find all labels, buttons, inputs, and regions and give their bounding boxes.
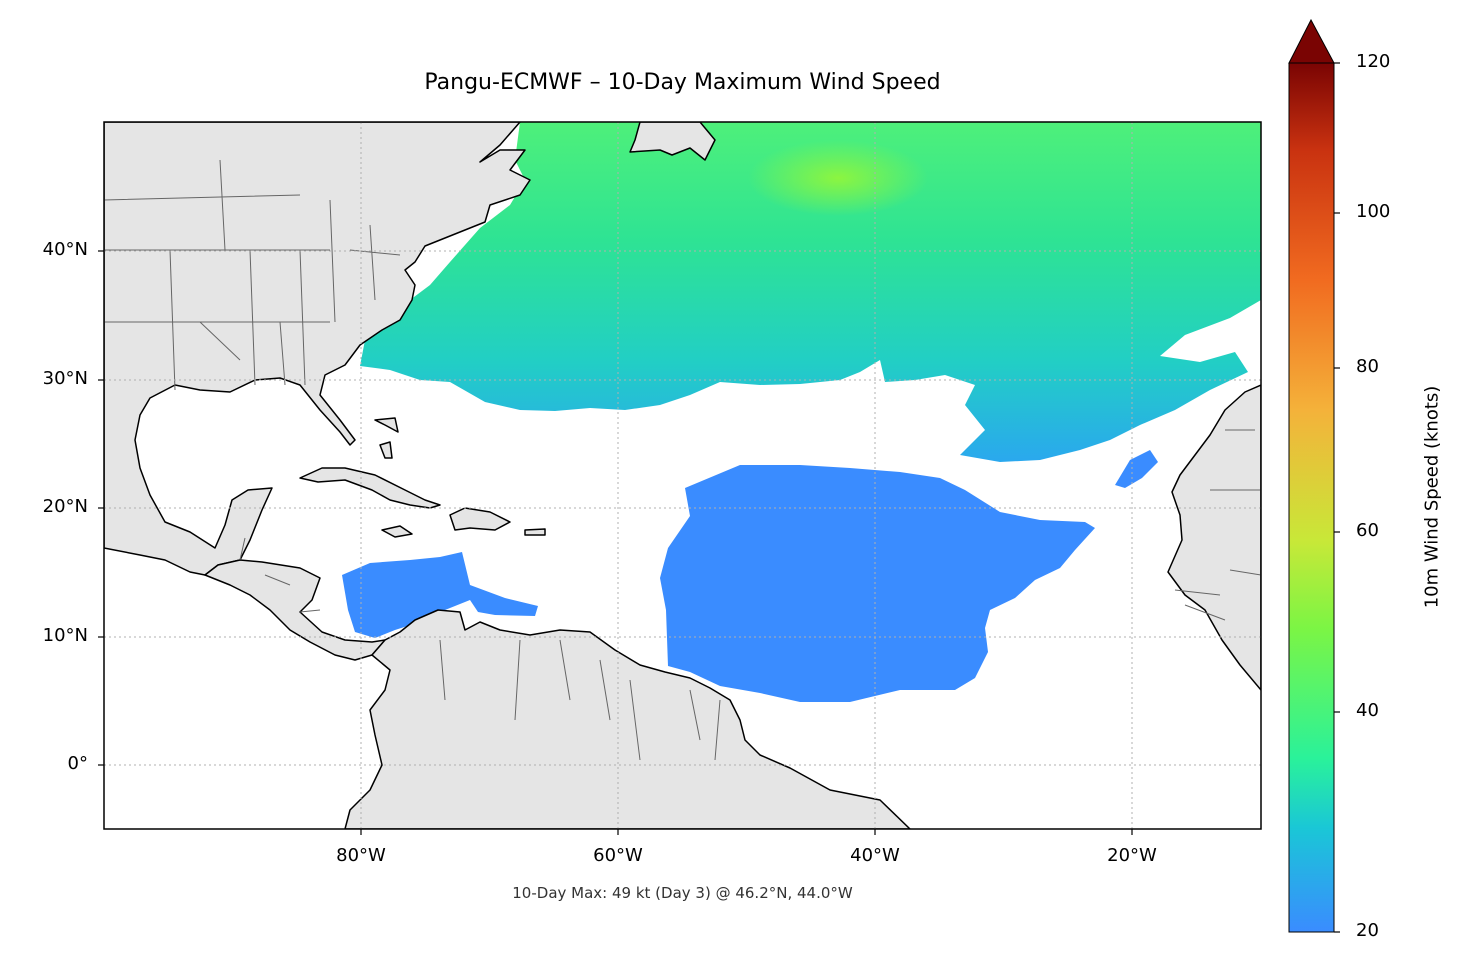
lon-tick-label: 40°W bbox=[850, 845, 900, 866]
axis-tick-marks bbox=[98, 250, 1133, 835]
colorbar-tick-label: 120 bbox=[1356, 51, 1391, 72]
south-america-land bbox=[344, 609, 911, 829]
map-frame bbox=[103, 121, 1262, 830]
colorbar-label: 10m Wind Speed (knots) bbox=[1421, 385, 1443, 609]
lat-tick-label: 40°N bbox=[42, 239, 88, 260]
lat-tick-label: 0° bbox=[67, 753, 88, 774]
central-atlantic-wind-area bbox=[660, 465, 1095, 702]
map-area bbox=[104, 122, 1261, 829]
central-america-land bbox=[204, 559, 386, 661]
max-wind-annotation: 10-Day Max: 49 kt (Day 3) @ 46.2°N, 44.0… bbox=[512, 884, 853, 902]
africa-land bbox=[1167, 384, 1261, 691]
colorbar-tick-label: 100 bbox=[1356, 201, 1391, 222]
political-borders bbox=[104, 159, 1261, 761]
cuba-land bbox=[299, 467, 441, 509]
colorbar bbox=[1288, 18, 1340, 933]
lon-tick-label: 60°W bbox=[593, 845, 643, 866]
caribbean-wind-area bbox=[342, 552, 538, 638]
lon-tick-label: 80°W bbox=[336, 845, 386, 866]
north-atlantic-wind-band bbox=[360, 122, 1261, 462]
jamaica-land bbox=[381, 525, 413, 538]
colorbar-extend-arrow bbox=[1288, 18, 1335, 64]
north-america-land bbox=[104, 122, 531, 576]
lat-tick-label: 30°N bbox=[42, 368, 88, 389]
hispaniola-land bbox=[449, 507, 511, 531]
colorbar-bar bbox=[1288, 62, 1335, 933]
lat-tick-label: 20°N bbox=[42, 496, 88, 517]
colorbar-tick-label: 80 bbox=[1356, 356, 1379, 377]
puerto-rico-land bbox=[524, 528, 546, 536]
newfoundland-land bbox=[629, 122, 716, 161]
land-masses bbox=[104, 122, 1261, 829]
peak-wind-area bbox=[748, 140, 928, 216]
east-atlantic-wind-patch bbox=[1115, 450, 1158, 488]
chart-title: Pangu-ECMWF – 10-Day Maximum Wind Speed bbox=[424, 70, 941, 95]
colorbar-tick-label: 40 bbox=[1356, 700, 1379, 721]
bahamas-land bbox=[374, 417, 399, 459]
lon-tick-label: 20°W bbox=[1107, 845, 1157, 866]
colorbar-tick-label: 20 bbox=[1356, 920, 1379, 941]
colorbar-tick-label: 60 bbox=[1356, 520, 1379, 541]
lat-tick-label: 10°N bbox=[42, 625, 88, 646]
